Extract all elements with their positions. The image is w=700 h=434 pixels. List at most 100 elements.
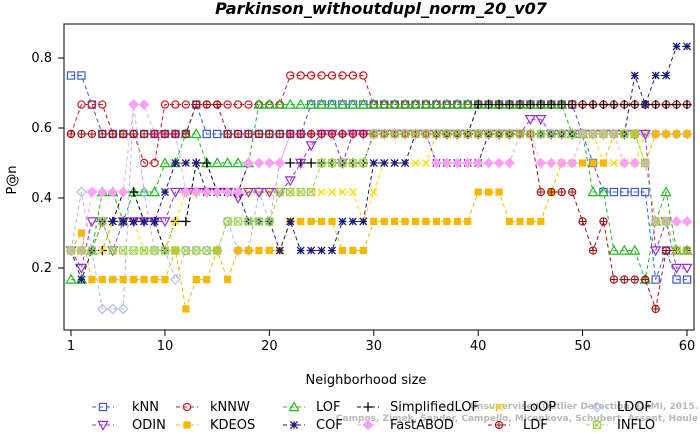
point-inflo bbox=[557, 129, 566, 139]
point-simplifiedlof bbox=[473, 99, 483, 110]
point-cof bbox=[317, 246, 326, 255]
point-kdeos bbox=[119, 275, 127, 284]
point-simplifiedlof bbox=[285, 158, 295, 168]
point-ldf bbox=[651, 304, 660, 314]
point-kdeos bbox=[443, 217, 451, 226]
point-ldf bbox=[557, 187, 566, 197]
point-simplifiedlof bbox=[306, 158, 316, 168]
point-ldf bbox=[630, 275, 639, 284]
point-lof bbox=[409, 98, 422, 109]
legend-label-loop: LoOP bbox=[523, 400, 556, 415]
point-inflo bbox=[588, 129, 598, 139]
point-cof bbox=[296, 246, 305, 255]
point-lof bbox=[221, 157, 234, 168]
point-inflo bbox=[641, 158, 650, 168]
point-lof bbox=[441, 98, 453, 109]
point-knn bbox=[682, 275, 692, 284]
point-kdeos bbox=[349, 246, 357, 255]
point-inflo bbox=[213, 246, 222, 255]
legend-item-ldf: LDF bbox=[488, 418, 548, 433]
series-knnw bbox=[66, 71, 692, 168]
point-ldf bbox=[254, 129, 264, 139]
point-lof bbox=[430, 98, 443, 109]
point-cof bbox=[348, 217, 357, 226]
point-knn bbox=[651, 275, 660, 284]
point-knnw bbox=[160, 100, 170, 109]
point-knnw bbox=[171, 100, 180, 109]
point-loop bbox=[317, 187, 326, 197]
legend-item-knn: kNN bbox=[92, 400, 159, 415]
point-cof bbox=[390, 158, 399, 168]
point-cof bbox=[275, 246, 284, 255]
x-tick-label: 30 bbox=[366, 339, 383, 354]
point-inflo bbox=[526, 129, 535, 139]
point-ldf bbox=[98, 129, 107, 139]
point-simplifiedlof bbox=[630, 99, 640, 110]
point-lof bbox=[253, 98, 265, 109]
point-lof bbox=[357, 98, 369, 109]
x-axis: 1 10 20 30 40 50 60 bbox=[67, 330, 695, 354]
point-lof bbox=[326, 98, 338, 109]
point-fastabod bbox=[619, 157, 630, 169]
legend-marker-ldf bbox=[494, 420, 504, 430]
point-inflo bbox=[98, 217, 107, 226]
point-fastabod bbox=[107, 186, 119, 198]
point-inflo bbox=[275, 187, 284, 197]
legend-label-cof: COF bbox=[316, 418, 343, 433]
point-kdeos bbox=[589, 159, 597, 167]
point-inflo bbox=[265, 217, 274, 226]
point-cof bbox=[651, 71, 660, 80]
point-ldf bbox=[192, 100, 201, 109]
point-kdeos bbox=[98, 275, 106, 284]
chart-title: Parkinson_withoutdupl_norm_20_v07 bbox=[215, 0, 548, 18]
point-inflo bbox=[327, 158, 337, 168]
legend-marker-inflo bbox=[592, 420, 602, 430]
legend-label-simplifiedlof: SimplifiedLOF bbox=[390, 400, 479, 415]
point-inflo bbox=[254, 217, 264, 226]
point-inflo bbox=[661, 217, 671, 226]
point-ldf bbox=[286, 129, 295, 139]
point-lof bbox=[274, 98, 286, 109]
point-inflo bbox=[202, 246, 211, 255]
point-cof bbox=[192, 158, 201, 168]
point-kdeos bbox=[77, 229, 86, 237]
point-ldf bbox=[66, 129, 76, 139]
point-ldf bbox=[588, 246, 598, 255]
point-fastabod bbox=[681, 216, 693, 227]
x-tick-label: 20 bbox=[261, 339, 278, 354]
point-inflo bbox=[568, 129, 577, 139]
point-ldof bbox=[76, 186, 87, 198]
legend-label-knnw: kNNW bbox=[210, 400, 250, 415]
point-cof bbox=[327, 246, 337, 255]
point-inflo bbox=[442, 129, 452, 139]
point-cof bbox=[160, 187, 170, 197]
point-knn bbox=[77, 71, 86, 80]
point-kdeos bbox=[662, 130, 670, 138]
point-cof bbox=[338, 217, 347, 226]
y-tick-label: 0.6 bbox=[31, 121, 52, 136]
legend-marker-odin bbox=[97, 420, 109, 431]
point-lof bbox=[190, 128, 202, 139]
legend-marker-lof bbox=[288, 401, 300, 412]
point-lof bbox=[336, 98, 349, 109]
point-kdeos bbox=[234, 246, 242, 255]
point-kdeos bbox=[297, 217, 305, 226]
point-ldf bbox=[265, 129, 274, 139]
point-ldf bbox=[160, 129, 170, 139]
point-cof bbox=[630, 71, 639, 80]
point-inflo bbox=[369, 129, 378, 139]
point-loop bbox=[369, 187, 378, 197]
point-ldf bbox=[244, 129, 253, 139]
point-simplifiedlof bbox=[557, 99, 567, 110]
point-fastabod bbox=[117, 186, 129, 198]
point-simplifiedlof bbox=[682, 99, 692, 110]
point-ldof bbox=[96, 303, 108, 315]
point-kdeos bbox=[380, 217, 388, 226]
point-knnw bbox=[233, 100, 243, 109]
point-inflo bbox=[233, 217, 243, 226]
point-kdeos bbox=[464, 217, 472, 226]
point-inflo bbox=[244, 217, 253, 226]
point-fastabod bbox=[545, 157, 557, 169]
point-ldf bbox=[213, 100, 222, 109]
legend-marker-loop bbox=[494, 402, 504, 412]
